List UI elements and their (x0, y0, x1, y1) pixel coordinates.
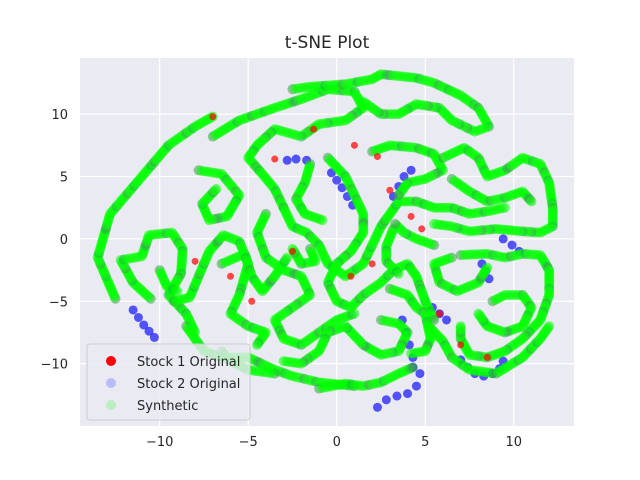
x-tick-label: −10 (146, 435, 173, 450)
stock1-point (386, 186, 394, 194)
stock2-point (133, 312, 143, 322)
legend-frame (86, 343, 251, 421)
stock1-point (368, 260, 376, 268)
stock2-point (144, 326, 154, 336)
stock2-point (381, 395, 391, 405)
stock2-point (372, 402, 382, 412)
synthetic-point (390, 218, 401, 229)
y-axis-ticks: −10 −5 0 5 10 (41, 108, 68, 372)
stock1-point (347, 272, 355, 280)
x-tick-label: 0 (333, 435, 341, 450)
synthetic-point (499, 202, 510, 213)
stock1-point (310, 125, 318, 133)
synthetic-point (317, 215, 328, 226)
stock1-point (271, 155, 279, 163)
legend-marker-synthetic (106, 400, 116, 410)
stock2-point (442, 315, 452, 325)
stock2-point (403, 389, 413, 399)
stock2-point (337, 183, 347, 193)
synthetic-point (278, 356, 289, 367)
synthetic-point (393, 268, 404, 279)
stock2-point (128, 305, 138, 315)
legend: Stock 1 Original Stock 2 Original Synthe… (86, 343, 251, 421)
stock2-point (498, 234, 508, 244)
stock1-point (248, 297, 256, 305)
stock2-point (507, 240, 517, 250)
y-tick-label: −10 (41, 358, 68, 373)
stock1-point (191, 257, 199, 265)
synthetic-point (211, 183, 222, 194)
x-tick-label: −5 (239, 435, 258, 450)
synthetic-point (406, 348, 417, 359)
synthetic-point (172, 286, 183, 297)
legend-marker-stock2 (106, 378, 116, 388)
stock1-point (457, 341, 465, 349)
stock1-point (350, 141, 358, 149)
x-axis-ticks: −10 −5 0 5 10 (146, 435, 522, 450)
stock2-point (149, 332, 159, 342)
stock1-point (288, 247, 296, 255)
x-tick-label: 5 (421, 435, 429, 450)
stock1-point (407, 212, 415, 220)
stock1-point (435, 310, 443, 318)
synthetic-point (252, 339, 263, 350)
synthetic-point (407, 362, 418, 373)
synthetic-point (358, 96, 369, 107)
y-tick-label: 0 (60, 233, 68, 248)
x-tick-label: 10 (506, 435, 523, 450)
stock2-point (332, 175, 342, 185)
stock1-point (483, 353, 491, 361)
stock2-point (406, 165, 416, 175)
stock2-point (291, 154, 301, 164)
stock2-point (411, 381, 421, 391)
synthetic-point (393, 190, 404, 201)
y-tick-label: 10 (51, 108, 68, 123)
synthetic-point (482, 262, 493, 273)
legend-marker-stock1 (106, 356, 116, 366)
stock2-point (392, 391, 402, 401)
stock2-point (282, 155, 292, 165)
stock1-point (373, 153, 381, 161)
legend-label-stock2: Stock 2 Original (137, 377, 240, 392)
y-tick-label: −5 (49, 295, 68, 310)
chart-title: t-SNE Plot (285, 33, 370, 53)
synthetic-point (544, 321, 555, 332)
stock2-point (415, 369, 425, 379)
stock1-point (209, 113, 217, 121)
stock1-point (227, 272, 235, 280)
legend-label-stock1: Stock 1 Original (137, 355, 240, 370)
stock1-point (418, 225, 426, 233)
synthetic-point (429, 218, 440, 229)
synthetic-point (455, 321, 466, 332)
legend-label-synthetic: Synthetic (137, 399, 198, 414)
y-tick-label: 5 (60, 171, 68, 186)
synthetic-point (526, 196, 537, 207)
synthetic-point (282, 252, 293, 263)
stock2-point (139, 320, 149, 330)
synthetic-point (473, 308, 484, 319)
